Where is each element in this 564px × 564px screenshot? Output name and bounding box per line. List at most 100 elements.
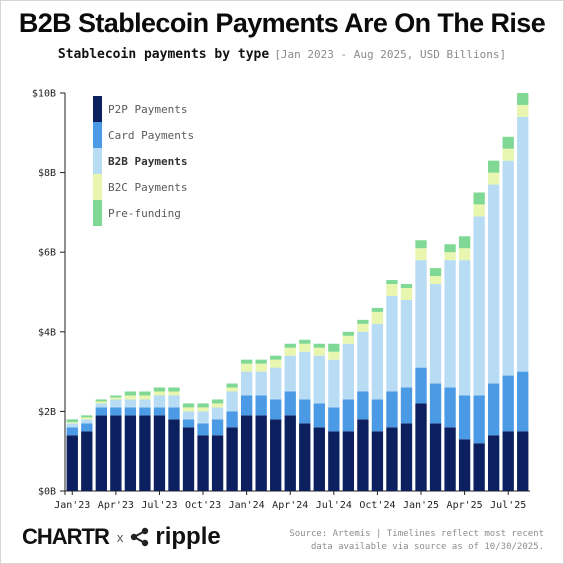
bar-segment-prefunding [313, 343, 325, 348]
bar-segment-p2p [182, 427, 195, 491]
bar-segment-p2p [270, 419, 282, 491]
bar-segment-prefunding [342, 331, 355, 336]
ripple-logo: ripple [155, 523, 221, 550]
bar-segment-p2p [95, 415, 107, 491]
bar-segment-card [517, 371, 529, 432]
bar-segment-b2c [66, 422, 78, 424]
bar-segment-b2b [255, 371, 267, 396]
bar-segment-p2p [255, 415, 267, 491]
bar-segment-card [444, 387, 456, 428]
x-tick-label: Jul'23 [141, 500, 177, 511]
bar-segment-b2b [270, 367, 282, 400]
legend-swatch-b2b [93, 148, 102, 174]
bar-segment-b2c [473, 204, 485, 217]
bar-segment-p2p [153, 415, 166, 491]
bar-segment-b2c [95, 401, 107, 404]
bar-segment-p2p [473, 443, 485, 491]
bar-segment-b2b [458, 260, 471, 396]
bar-segment-card [429, 383, 442, 424]
bar-segment-b2b [386, 295, 398, 392]
bar-segment-p2p [488, 435, 500, 491]
bar-segment-card [488, 383, 500, 436]
bar-segment-b2c [270, 359, 282, 368]
bar-segment-b2b [168, 395, 180, 408]
bar-segment-b2c [517, 104, 529, 117]
y-tick-label: $10B [32, 89, 56, 100]
bar-segment-b2c [400, 288, 413, 300]
bar-segment-prefunding [517, 93, 529, 105]
x-tick-label: Apr'23 [98, 500, 134, 511]
bar-segment-b2c [81, 417, 93, 420]
bar-segment-b2c [182, 407, 195, 412]
bar-segment-prefunding [429, 268, 442, 277]
bar-segment-b2c [429, 276, 442, 285]
bar-segment-card [284, 391, 296, 416]
legend-swatch-prefunding [93, 200, 102, 226]
x-tick-label: Jan'23 [54, 500, 90, 511]
bar-segment-prefunding [299, 339, 311, 344]
bar-segment-b2b [371, 323, 384, 400]
bar-segment-b2c [458, 248, 471, 261]
bar-segment-card [371, 399, 384, 432]
bar-segment-b2b [110, 399, 122, 408]
bar-segment-b2c [240, 363, 253, 372]
bar-segment-prefunding [488, 160, 500, 173]
bar-segment-b2c [284, 347, 296, 356]
bar-segment-b2b [240, 371, 253, 396]
bar-segment-prefunding [270, 355, 282, 360]
bar-segment-prefunding [386, 280, 398, 285]
y-tick-label: $0B [38, 487, 56, 498]
bar-segment-b2b [95, 403, 107, 408]
bar-segment-prefunding [284, 343, 296, 348]
bar-segment-p2p [168, 419, 180, 491]
bar-segment-p2p [444, 427, 456, 491]
bar-segment-b2c [502, 148, 514, 161]
bar-segment-p2p [386, 427, 398, 491]
bar-segment-p2p [110, 415, 122, 491]
bar-segment-b2c [328, 351, 340, 360]
bar-segment-b2c [124, 395, 137, 400]
bar-segment-prefunding [182, 403, 195, 408]
bar-segment-prefunding [124, 391, 137, 396]
bar-segment-prefunding [444, 244, 456, 253]
chart-subtitle-range: [Jan 2023 - Aug 2025, USD Billions] [274, 48, 507, 61]
bar-segment-card [211, 419, 224, 436]
x-tick-label: Jan'25 [403, 500, 439, 511]
chart-subtitle-row: Stablecoin payments by type [Jan 2023 - … [0, 43, 564, 62]
bar-segment-b2c [371, 311, 384, 324]
bar-segment-p2p [400, 423, 413, 491]
bar-segment-b2b [299, 351, 311, 400]
bar-segment-card [313, 403, 325, 428]
legend-label-b2c: B2C Payments [108, 181, 187, 194]
bar-segment-b2b [313, 355, 325, 404]
bar-segment-prefunding [81, 415, 93, 418]
bar-segment-card [386, 391, 398, 428]
bar-segment-card [357, 391, 369, 420]
bar-segment-b2b [488, 184, 500, 384]
bar-segment-b2c [357, 323, 369, 332]
bar-segment-b2c [255, 363, 267, 372]
bar-segment-card [168, 407, 180, 420]
bar-segment-prefunding [139, 391, 151, 396]
brand-logos: CHARTR x ripple [22, 520, 221, 554]
bar-segment-card [502, 375, 514, 432]
x-tick-label: Jul'24 [316, 500, 352, 511]
bar-segment-b2c [342, 335, 355, 344]
bar-segment-b2b [502, 160, 514, 376]
bar-segment-p2p [124, 415, 137, 491]
bar-segment-b2b [81, 419, 93, 424]
bar-segment-card [182, 419, 195, 428]
bar-segment-p2p [284, 415, 296, 491]
bar-segment-p2p [502, 431, 514, 491]
bar-segment-prefunding [357, 319, 369, 324]
y-tick-label: $6B [38, 248, 56, 259]
bar-segment-b2b [139, 399, 151, 408]
bar-segment-card [226, 411, 238, 428]
bar-segment-p2p [371, 431, 384, 491]
bar-segment-p2p [197, 435, 209, 491]
bar-segment-b2c [313, 347, 325, 356]
x-tick-label: Jan'24 [229, 500, 265, 511]
bar-segment-prefunding [197, 403, 209, 408]
bar-segment-prefunding [211, 399, 224, 404]
x-tick-label: Oct'24 [359, 500, 395, 511]
